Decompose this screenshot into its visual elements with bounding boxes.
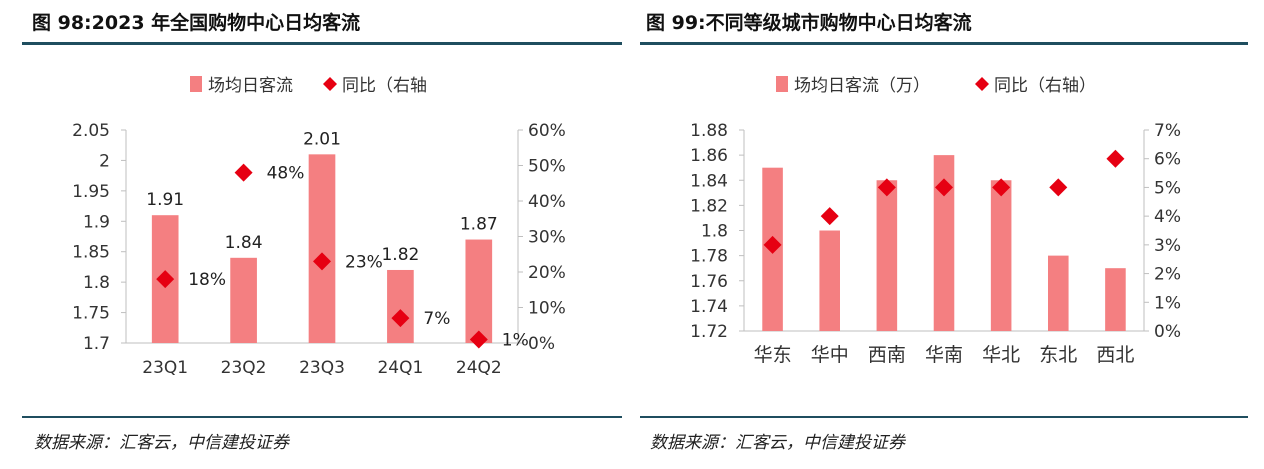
source-rule: [22, 416, 622, 418]
legend-swatch-diamond: [975, 77, 989, 91]
point-marker: [234, 163, 253, 182]
y-tick-label: 1.75: [72, 304, 110, 324]
y-tick-label: 1.84: [690, 171, 728, 191]
y2-tick-label: 7%: [1154, 121, 1181, 141]
bar-data-label: 1.87: [460, 215, 498, 235]
legend-label: 同比（右轴: [342, 76, 427, 96]
y-tick-label: 1.82: [690, 196, 728, 216]
x-tick-label: 24Q1: [377, 358, 423, 378]
point-marker: [156, 270, 175, 289]
point-marker: [313, 252, 331, 271]
y-tick-label: 1.88: [690, 121, 728, 141]
y2-tick-label: 40%: [528, 192, 566, 212]
point-marker: [877, 178, 896, 197]
x-tick-label: 华中: [811, 344, 849, 366]
bar: [387, 269, 414, 343]
y-tick-label: 2: [99, 151, 110, 171]
title-rule: [22, 42, 622, 45]
y2-tick-label: 30%: [528, 228, 566, 248]
y2-tick-label: 50%: [528, 157, 566, 177]
y-tick-label: 1.78: [690, 247, 728, 267]
y-tick-label: 2.05: [72, 121, 110, 141]
point-marker: [935, 178, 953, 197]
point-marker: [469, 330, 488, 349]
bar-data-label: 1.82: [381, 245, 419, 265]
y2-tick-label: 60%: [528, 121, 566, 141]
y-tick-label: 1.74: [690, 297, 728, 317]
y2-tick-label: 10%: [528, 299, 566, 319]
x-tick-label: 24Q2: [456, 358, 502, 378]
point-marker: [1049, 178, 1068, 197]
bar: [933, 155, 955, 331]
bar: [1048, 255, 1069, 331]
source-rule: [640, 416, 1248, 418]
legend-label: 场均日客流: [208, 76, 293, 96]
legend-swatch-bar: [190, 76, 202, 92]
y-tick-label: 1.85: [72, 243, 110, 263]
chart-title: 图 98:2023 年全国购物中心日均客流: [32, 12, 361, 34]
point-marker: [1106, 149, 1125, 168]
left-chart-panel: 图 98:2023 年全国购物中心日均客流 场均日客流 同比（右轴 1.7 1.75 1…: [22, 12, 622, 453]
point-data-label: 18%: [188, 270, 226, 290]
point-marker: [391, 309, 410, 328]
x-tick-label: 东北: [1039, 344, 1077, 366]
x-tick-label: 西北: [1096, 344, 1134, 366]
y-tick-label: 1.8: [83, 273, 110, 293]
y-tick-label: 1.72: [690, 322, 728, 342]
bar: [819, 230, 840, 331]
point-marker: [763, 235, 782, 254]
point-data-label: 48%: [267, 164, 305, 184]
legend-label: 同比（右轴）: [994, 76, 1096, 96]
bar: [230, 257, 257, 343]
x-tick-label: 西南: [868, 344, 906, 366]
x-tick-label: 23Q1: [142, 358, 188, 378]
point-data-label: 1%: [502, 330, 529, 350]
point-marker: [820, 207, 839, 226]
y-tick-label: 1.8: [701, 222, 728, 242]
y2-tick-label: 3%: [1154, 236, 1181, 256]
y-tick-label: 1.9: [83, 212, 110, 232]
y2-tick-label: 1%: [1154, 293, 1181, 313]
source-note: 数据来源：汇客云，中信建投证券: [650, 433, 905, 453]
y2-tick-label: 0%: [528, 334, 555, 354]
y-tick-label: 1.7: [83, 334, 110, 354]
y2-tick-label: 20%: [528, 263, 566, 283]
y-tick-label: 1.76: [690, 272, 728, 292]
bar: [876, 180, 898, 331]
title-rule: [640, 42, 1248, 45]
bar: [990, 180, 1012, 331]
bar: [308, 154, 336, 343]
chart-title: 图 99:不同等级城市购物中心日均客流: [646, 12, 972, 34]
y2-tick-label: 2%: [1154, 265, 1181, 285]
point-data-label: 23%: [345, 252, 383, 272]
bar: [465, 239, 493, 343]
x-tick-label: 华北: [982, 344, 1020, 366]
legend-swatch-bar: [776, 76, 788, 92]
point-data-label: 7%: [423, 309, 450, 329]
x-tick-label: 23Q2: [221, 358, 267, 378]
y2-tick-label: 4%: [1154, 207, 1181, 227]
point-marker: [992, 178, 1011, 197]
chart-plot: 场均日客流 同比（右轴 1.7 1.75 1.8 1.85 1.9 1.95 2 2.05 0% 10…: [72, 76, 566, 378]
y2-tick-label: 0%: [1154, 322, 1181, 342]
bar-data-label: 1.84: [225, 233, 263, 253]
x-tick-label: 华东: [754, 344, 792, 366]
y-tick-label: 1.86: [690, 146, 728, 166]
right-chart-panel: 图 99:不同等级城市购物中心日均客流 场均日客流（万） 同比（右轴） 1.72 1.…: [632, 0, 1264, 469]
x-tick-label: 23Q3: [299, 358, 345, 378]
legend-swatch-diamond: [323, 77, 337, 91]
y-tick-label: 1.95: [72, 182, 110, 202]
source-note: 数据来源：汇客云，中信建投证券: [34, 433, 289, 453]
bar-data-label: 1.91: [146, 190, 184, 210]
chart-plot: 场均日客流（万） 同比（右轴） 1.72 1.74 1.76 1.78 1.8 1.82 1.8…: [690, 76, 1181, 366]
bar: [1105, 268, 1126, 331]
bar-data-label: 2.01: [303, 129, 341, 149]
y2-tick-label: 6%: [1154, 150, 1181, 170]
x-tick-label: 华南: [925, 344, 963, 366]
legend-label: 场均日客流（万）: [794, 76, 930, 96]
y2-tick-label: 5%: [1154, 178, 1181, 198]
